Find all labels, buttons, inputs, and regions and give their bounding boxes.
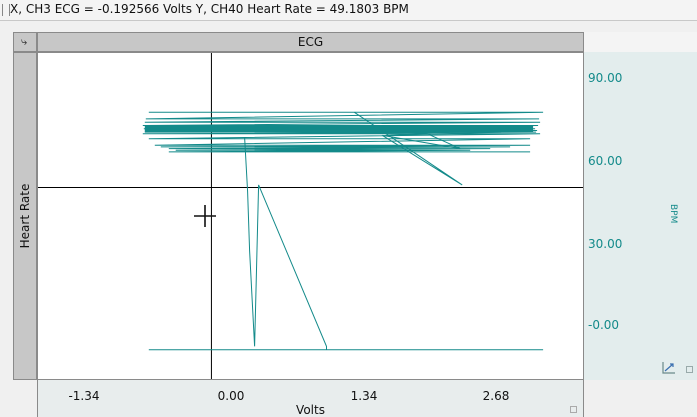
- lock-icon[interactable]: [686, 366, 693, 373]
- plot-title: ECG: [37, 32, 584, 52]
- x-tick-label: 2.68: [482, 389, 510, 403]
- y-tick-label: 30.00: [588, 237, 623, 251]
- xy-plot-svg[interactable]: [38, 53, 584, 380]
- ecg-trace-segment: [142, 111, 544, 153]
- y-tick-label: 90.00: [588, 71, 623, 85]
- crosshair-cursor-icon: [194, 205, 216, 227]
- grip-handle-icon[interactable]: [2, 4, 10, 16]
- lock-icon[interactable]: [570, 406, 577, 413]
- x-axis-scale-panel[interactable]: -1.34 0.00 1.34 2.68 Volts: [37, 380, 584, 417]
- y-units-label: BPM: [668, 204, 678, 224]
- x-tick-label: -1.34: [68, 389, 100, 403]
- plot-area[interactable]: [37, 52, 584, 380]
- right-top-area: [584, 32, 697, 52]
- autoscale-icon[interactable]: [662, 361, 676, 374]
- y-axis-label-bar: Heart Rate: [13, 52, 37, 380]
- y-axis-scale-panel[interactable]: 90.00 60.00 30.00 -0.00: [584, 52, 697, 380]
- y-axis-label: Heart Rate: [18, 183, 32, 249]
- y-tick-label: -0.00: [588, 318, 620, 332]
- x-axis-label: Volts: [296, 403, 325, 417]
- x-tick-label: 1.34: [350, 389, 378, 403]
- pin-button[interactable]: ⤷: [13, 32, 37, 52]
- cursor-readout-text: X, CH3 ECG = -0.192566 Volts Y, CH40 Hea…: [10, 2, 409, 16]
- pin-icon: ⤷: [21, 35, 28, 48]
- title-readout-bar: X, CH3 ECG = -0.192566 Volts Y, CH40 Hea…: [0, 0, 697, 21]
- y-tick-label: 60.00: [588, 154, 623, 168]
- ecg-trace-segment: [354, 111, 518, 186]
- x-tick-label: 0.00: [217, 389, 245, 403]
- ecg-trace-segment: [148, 137, 544, 351]
- bottom-right-corner: [584, 380, 697, 417]
- bottom-left-corner: [13, 380, 37, 417]
